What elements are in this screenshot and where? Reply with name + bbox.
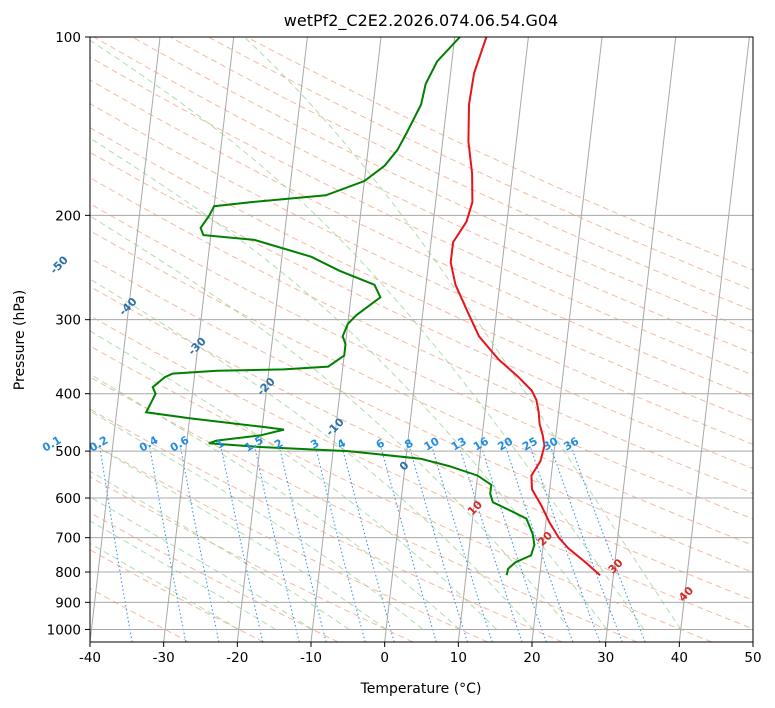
moist-adiabat-line xyxy=(90,330,497,630)
isotherm-gridline xyxy=(605,37,677,642)
y-tick-label: 400 xyxy=(55,387,81,403)
dry-adiabat-line xyxy=(90,257,753,573)
x-tick-label: 20 xyxy=(523,650,540,666)
y-tick-label: 700 xyxy=(55,531,81,547)
dry-adiabat-line xyxy=(90,79,753,399)
mixing-ratio-line xyxy=(505,448,574,642)
x-tick-label: 10 xyxy=(450,650,467,666)
mixing-ratio-line xyxy=(409,448,468,642)
dry-adiabat-line xyxy=(90,230,753,546)
dry-adiabat-line xyxy=(132,37,753,333)
plot-frame xyxy=(89,36,754,643)
moist-adiabat-line xyxy=(90,410,424,630)
mixing-ratio-line xyxy=(315,448,366,642)
y-tick-label: 100 xyxy=(55,30,81,46)
profile-line xyxy=(449,37,601,576)
x-tick-label: 30 xyxy=(597,650,614,666)
moist-adiabat-line xyxy=(90,137,608,630)
profile-line xyxy=(144,37,536,576)
dry-adiabat-line xyxy=(90,102,753,422)
moist-adiabat-line xyxy=(90,373,461,630)
moist-adiabat-line xyxy=(243,37,682,630)
moist-adiabat-line xyxy=(90,278,534,630)
y-tick-label: 800 xyxy=(55,565,81,581)
mixing-ratio-line xyxy=(254,448,300,642)
x-tick-label: 40 xyxy=(671,650,688,666)
mixing-ratio-line xyxy=(481,448,547,642)
y-axis-label: Pressure (hPa) xyxy=(12,290,28,390)
x-tick-label: -20 xyxy=(226,650,248,666)
moist-adiabat-line xyxy=(90,470,350,630)
x-tick-label: -30 xyxy=(153,650,175,666)
chart-title: wetPf2_C2E2.2026.074.06.54.G04 xyxy=(284,11,558,31)
dry-adiabat-line xyxy=(90,151,753,470)
dry-adiabat-line xyxy=(90,315,753,630)
y-tick-label: 200 xyxy=(55,208,81,224)
x-tick-label: 0 xyxy=(380,650,389,666)
dry-adiabat-line xyxy=(90,177,753,495)
x-tick-label: -40 xyxy=(79,650,101,666)
mixing-ratio-line xyxy=(459,448,523,642)
x-tick-label: -10 xyxy=(300,650,322,666)
mixing-ratio-line xyxy=(279,448,327,642)
moist-adiabat-line xyxy=(90,520,276,630)
mixing-ratio-line xyxy=(530,448,601,642)
isotherm-gridline xyxy=(678,37,750,642)
isotherm-gridline xyxy=(163,37,235,642)
x-tick-label: 50 xyxy=(744,650,761,666)
dry-adiabat-line xyxy=(90,408,563,642)
y-tick-label: 600 xyxy=(55,491,81,507)
moist-adiabat-line xyxy=(90,215,571,630)
isotherm-gridline xyxy=(310,37,382,642)
isotherm-gridline xyxy=(531,37,603,642)
moist-adiabat-line xyxy=(90,442,387,630)
dry-adiabat-line xyxy=(90,376,638,642)
y-tick-label: 300 xyxy=(55,313,81,329)
moist-adiabat-line xyxy=(90,39,645,630)
mixing-ratio-line xyxy=(180,448,220,642)
isotherm-gridline xyxy=(457,37,529,642)
y-tick-label: 1000 xyxy=(47,622,81,638)
isotherm-gridline xyxy=(236,37,308,642)
dry-adiabat-line xyxy=(90,549,264,642)
y-tick-label: 900 xyxy=(55,595,81,611)
isotherm-gridline xyxy=(384,37,456,642)
mixing-ratio-line xyxy=(99,448,133,642)
mixing-ratio-line xyxy=(571,448,646,642)
y-tick-label: 500 xyxy=(55,444,81,460)
mixing-ratio-line xyxy=(149,448,187,642)
mixing-ratio-line xyxy=(550,448,623,642)
x-axis-label: Temperature (°C) xyxy=(360,681,482,697)
mixing-ratio-line xyxy=(380,448,437,642)
moist-adiabat-line xyxy=(90,542,240,630)
dry-adiabat-line xyxy=(90,441,488,642)
mixing-ratio-line xyxy=(432,448,493,642)
dry-adiabat-line xyxy=(90,345,712,642)
isotherm-gridline xyxy=(90,37,161,642)
mixing-ratio-line xyxy=(220,448,264,642)
dry-adiabat-line xyxy=(90,512,339,642)
